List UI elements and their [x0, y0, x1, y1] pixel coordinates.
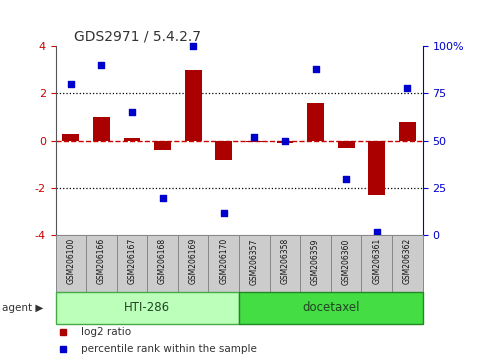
Text: GSM206360: GSM206360	[341, 238, 351, 285]
Point	[189, 43, 197, 49]
Point	[98, 62, 105, 68]
Point	[312, 66, 319, 72]
Bar	[147, 235, 178, 292]
Point	[281, 138, 289, 144]
Text: percentile rank within the sample: percentile rank within the sample	[81, 344, 257, 354]
Point	[220, 210, 227, 216]
Text: GSM206359: GSM206359	[311, 238, 320, 285]
Bar	[62, 133, 79, 141]
Bar	[392, 235, 423, 292]
Bar	[331, 235, 361, 292]
Bar	[124, 138, 141, 141]
Bar	[246, 141, 263, 142]
Bar	[307, 103, 324, 141]
Text: GSM206358: GSM206358	[281, 238, 289, 285]
Text: GSM206167: GSM206167	[128, 238, 137, 285]
Text: GSM206361: GSM206361	[372, 238, 381, 285]
Bar	[56, 235, 86, 292]
Text: docetaxel: docetaxel	[302, 302, 360, 314]
Bar	[117, 235, 147, 292]
Text: GSM206169: GSM206169	[189, 238, 198, 285]
Bar	[178, 235, 209, 292]
Point	[128, 109, 136, 115]
Text: GSM206362: GSM206362	[403, 238, 412, 285]
Bar	[56, 292, 239, 324]
Bar	[239, 235, 270, 292]
Point	[159, 195, 167, 200]
Text: agent ▶: agent ▶	[2, 303, 44, 313]
Text: GSM206168: GSM206168	[158, 238, 167, 284]
Point	[373, 229, 381, 234]
Bar	[270, 235, 300, 292]
Point	[67, 81, 75, 87]
Bar	[399, 122, 416, 141]
Bar	[239, 292, 423, 324]
Text: HTI-286: HTI-286	[124, 302, 170, 314]
Bar	[185, 70, 201, 141]
Point	[251, 134, 258, 140]
Text: GSM206166: GSM206166	[97, 238, 106, 285]
Text: GSM206170: GSM206170	[219, 238, 228, 285]
Bar	[86, 235, 117, 292]
Bar	[338, 141, 355, 148]
Text: GDS2971 / 5.4.2.7: GDS2971 / 5.4.2.7	[74, 29, 201, 44]
Bar	[300, 235, 331, 292]
Text: GSM206357: GSM206357	[250, 238, 259, 285]
Bar	[154, 141, 171, 150]
Point	[403, 85, 411, 91]
Bar	[277, 141, 293, 143]
Bar	[369, 141, 385, 195]
Bar	[93, 117, 110, 141]
Bar	[361, 235, 392, 292]
Text: log2 ratio: log2 ratio	[81, 327, 131, 337]
Bar	[209, 235, 239, 292]
Text: GSM206100: GSM206100	[66, 238, 75, 285]
Point	[342, 176, 350, 182]
Bar	[215, 141, 232, 160]
